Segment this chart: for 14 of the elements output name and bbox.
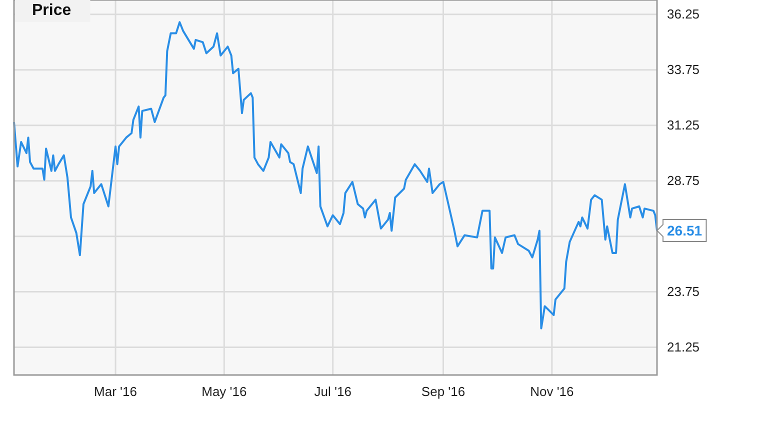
x-tick-label: Nov '16 (530, 384, 574, 400)
y-tick-label: 36.25 (667, 6, 700, 22)
annotation: 26.51 (667, 222, 702, 239)
y-tick-label: 28.75 (667, 173, 700, 188)
x-tick-label: Mar '16 (94, 384, 138, 400)
x-tick-label: Jul '16 (314, 384, 352, 400)
y-tick-label: 33.75 (667, 62, 700, 78)
x-tick-label: May '16 (202, 384, 247, 400)
y-tick-label: 31.25 (667, 118, 700, 133)
chart-title: Price (32, 2, 72, 19)
line-series (13, 21, 658, 330)
y-tick-label: 23.75 (667, 284, 700, 299)
x-tick-label: Sep '16 (421, 384, 466, 400)
y-tick-label: 21.25 (667, 339, 700, 354)
